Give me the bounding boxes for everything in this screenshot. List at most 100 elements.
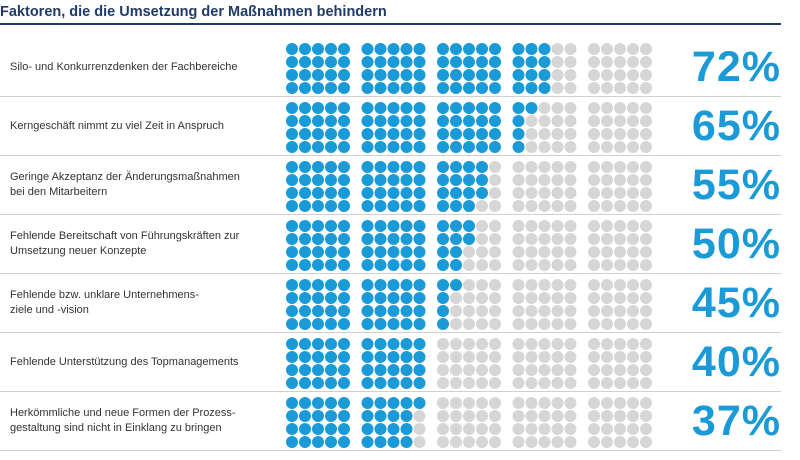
dot-filled bbox=[312, 436, 324, 448]
dot-empty bbox=[538, 141, 551, 153]
dot-filled bbox=[312, 56, 324, 68]
dot-empty bbox=[588, 259, 600, 271]
dot-filled bbox=[361, 141, 374, 153]
dot-empty bbox=[601, 364, 613, 376]
dot-filled bbox=[299, 423, 311, 435]
dot-filled bbox=[463, 69, 475, 81]
dot-filled bbox=[437, 174, 449, 186]
dot-filled bbox=[437, 292, 449, 304]
dot-filled bbox=[476, 43, 488, 55]
dot-filled bbox=[463, 174, 475, 186]
dot-matrix bbox=[285, 274, 675, 333]
dot-filled bbox=[374, 43, 387, 55]
dot-filled bbox=[476, 69, 488, 81]
dot-filled bbox=[361, 377, 374, 389]
dot-empty bbox=[640, 292, 652, 304]
dot-filled bbox=[463, 220, 475, 232]
percent-value: 40% bbox=[691, 337, 781, 386]
dot-empty bbox=[564, 69, 577, 81]
dot-filled bbox=[400, 305, 413, 317]
dot-empty bbox=[525, 115, 538, 127]
dot-empty bbox=[640, 338, 652, 350]
dot-empty bbox=[551, 436, 564, 448]
dot-empty bbox=[640, 56, 652, 68]
dot-matrix-svg bbox=[286, 161, 652, 212]
dot-empty bbox=[476, 233, 488, 245]
dot-filled bbox=[312, 233, 324, 245]
dot-filled bbox=[450, 56, 462, 68]
dot-empty bbox=[601, 128, 613, 140]
dot-filled bbox=[286, 174, 298, 186]
percent-value: 45% bbox=[691, 278, 781, 327]
dot-empty bbox=[538, 292, 551, 304]
dot-empty bbox=[601, 220, 613, 232]
dot-empty bbox=[538, 161, 551, 173]
dot-empty bbox=[512, 292, 525, 304]
dot-empty bbox=[551, 305, 564, 317]
dot-filled bbox=[299, 141, 311, 153]
dot-filled bbox=[338, 69, 350, 81]
dot-empty bbox=[640, 233, 652, 245]
dot-empty bbox=[640, 259, 652, 271]
dot-filled bbox=[413, 292, 426, 304]
chart-row: Fehlende Unterstützung des Topmanagement… bbox=[0, 333, 781, 392]
dot-matrix-svg bbox=[286, 338, 652, 389]
category-label: Silo- und Konkurrenzdenken der Fachberei… bbox=[10, 60, 238, 73]
dot-empty bbox=[450, 364, 462, 376]
dot-filled bbox=[450, 259, 462, 271]
dot-empty bbox=[525, 161, 538, 173]
dot-filled bbox=[325, 141, 337, 153]
dot-empty bbox=[538, 174, 551, 186]
dot-filled bbox=[400, 436, 413, 448]
dot-empty bbox=[564, 351, 577, 363]
dot-filled bbox=[338, 351, 350, 363]
dot-empty bbox=[640, 43, 652, 55]
dot-filled bbox=[361, 423, 374, 435]
dot-empty bbox=[627, 82, 639, 94]
dot-filled bbox=[512, 82, 525, 94]
dot-filled bbox=[463, 115, 475, 127]
dot-empty bbox=[463, 377, 475, 389]
dot-empty bbox=[525, 364, 538, 376]
dot-empty bbox=[551, 128, 564, 140]
dot-empty bbox=[601, 102, 613, 114]
dot-empty bbox=[450, 377, 462, 389]
dot-filled bbox=[312, 246, 324, 258]
dot-filled bbox=[413, 187, 426, 199]
dot-filled bbox=[413, 338, 426, 350]
dot-empty bbox=[437, 377, 449, 389]
dot-empty bbox=[614, 161, 626, 173]
dot-filled bbox=[338, 128, 350, 140]
dot-filled bbox=[361, 200, 374, 212]
dot-filled bbox=[325, 233, 337, 245]
dot-filled bbox=[338, 410, 350, 422]
chart-row: Geringe Akzeptanz der Änderungsmaßnahmen… bbox=[0, 156, 781, 215]
dot-filled bbox=[450, 128, 462, 140]
dot-empty bbox=[564, 410, 577, 422]
dot-filled bbox=[312, 279, 324, 291]
dot-empty bbox=[463, 338, 475, 350]
dot-filled bbox=[525, 56, 538, 68]
dot-filled bbox=[450, 115, 462, 127]
dot-empty bbox=[538, 102, 551, 114]
dot-filled bbox=[361, 279, 374, 291]
dot-filled bbox=[387, 69, 400, 81]
dot-filled bbox=[338, 377, 350, 389]
dot-empty bbox=[640, 187, 652, 199]
dot-empty bbox=[588, 397, 600, 409]
dot-empty bbox=[564, 377, 577, 389]
dot-empty bbox=[627, 220, 639, 232]
dot-empty bbox=[588, 141, 600, 153]
dot-empty bbox=[538, 410, 551, 422]
dot-filled bbox=[387, 43, 400, 55]
dot-filled bbox=[338, 141, 350, 153]
dot-empty bbox=[614, 410, 626, 422]
dot-empty bbox=[627, 423, 639, 435]
dot-filled bbox=[400, 259, 413, 271]
dot-empty bbox=[413, 410, 426, 422]
dot-filled bbox=[361, 436, 374, 448]
dot-empty bbox=[489, 397, 501, 409]
dot-empty bbox=[525, 259, 538, 271]
dot-empty bbox=[588, 115, 600, 127]
dot-empty bbox=[640, 318, 652, 330]
